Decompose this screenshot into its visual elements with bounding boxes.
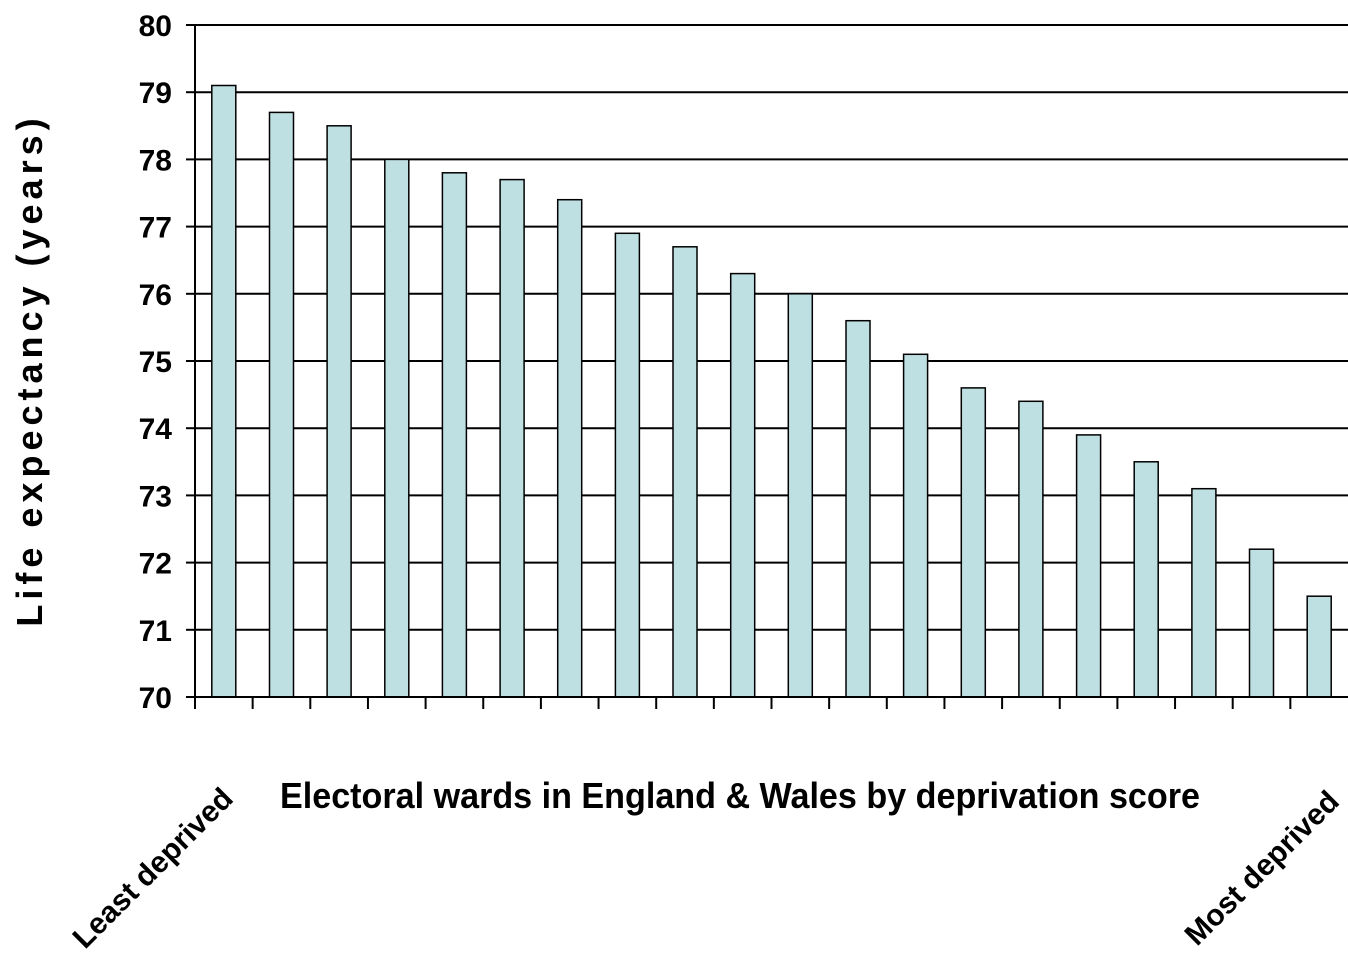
bars [211, 84, 1332, 698]
y-tick-label: 77 [139, 212, 172, 245]
bar [1133, 461, 1159, 698]
bar [1248, 548, 1275, 698]
y-tick-label: 78 [139, 144, 172, 177]
y-tick-label: 79 [139, 77, 172, 110]
bar [787, 293, 814, 698]
x-axis-title: Electoral wards in England & Wales by de… [280, 775, 1200, 816]
bar [556, 198, 583, 698]
bar [1018, 400, 1044, 698]
y-tick-label: 70 [139, 682, 172, 715]
x-ticks [194, 697, 1292, 709]
bar [384, 158, 410, 698]
bar [902, 353, 929, 698]
bar [211, 84, 237, 698]
gridlines [195, 24, 1348, 698]
y-axis-title: Life expectancy (years) [9, 113, 50, 626]
y-tick-label: 71 [139, 615, 172, 648]
bar [1191, 487, 1217, 698]
y-tick-label: 73 [139, 480, 172, 513]
bar [845, 319, 871, 698]
bar [672, 246, 698, 698]
bar [960, 387, 987, 698]
bar [268, 111, 295, 698]
bar [614, 232, 641, 698]
bar [326, 125, 352, 698]
x-label-most-deprived: Most deprived [1179, 785, 1346, 952]
y-tick-label: 74 [139, 413, 173, 446]
bar [441, 172, 468, 698]
bar [729, 272, 756, 698]
bar [1306, 595, 1332, 698]
x-label-least-deprived: Least deprived [67, 782, 240, 954]
y-tick-label: 80 [139, 10, 172, 43]
y-tick-label: 76 [139, 279, 172, 312]
bar [499, 178, 525, 698]
bar [1075, 434, 1102, 698]
y-tick-labels: 70 71 72 73 74 75 76 77 78 79 80 [139, 10, 173, 715]
y-tick-label: 72 [139, 548, 172, 581]
y-tick-label: 75 [139, 346, 172, 379]
